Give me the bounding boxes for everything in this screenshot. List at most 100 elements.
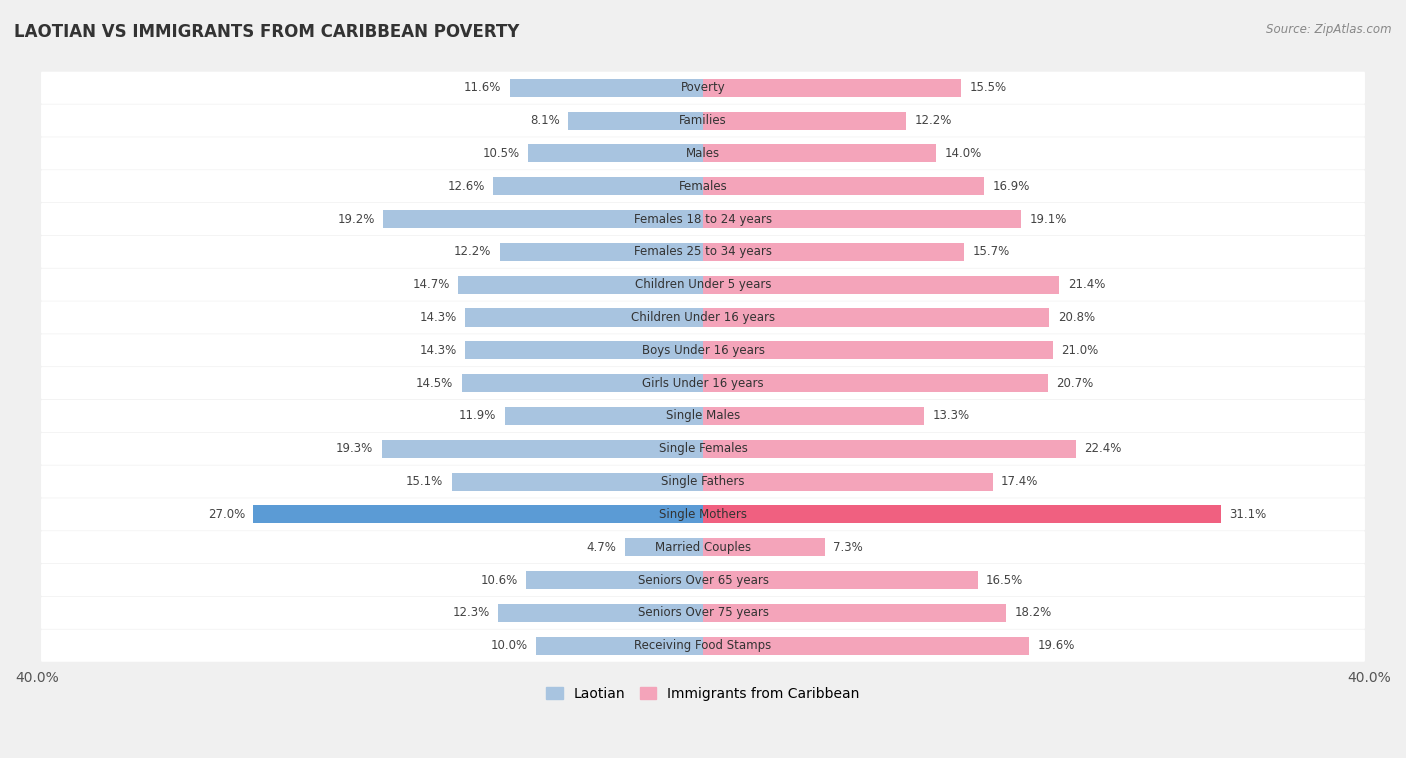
Text: 21.4%: 21.4% — [1067, 278, 1105, 291]
Text: 31.1%: 31.1% — [1229, 508, 1267, 521]
Text: Children Under 5 years: Children Under 5 years — [634, 278, 772, 291]
Text: 19.1%: 19.1% — [1029, 212, 1067, 226]
Bar — [381, 440, 703, 458]
Text: 20.8%: 20.8% — [1057, 311, 1095, 324]
Bar — [703, 341, 1053, 359]
Text: 14.5%: 14.5% — [416, 377, 453, 390]
Text: Single Fathers: Single Fathers — [661, 475, 745, 488]
FancyBboxPatch shape — [41, 564, 1365, 596]
Bar — [451, 472, 703, 490]
Text: 8.1%: 8.1% — [530, 114, 560, 127]
Bar — [703, 79, 962, 97]
Bar — [529, 144, 703, 162]
Bar — [499, 243, 703, 261]
Text: Females 18 to 24 years: Females 18 to 24 years — [634, 212, 772, 226]
Text: 10.0%: 10.0% — [491, 639, 529, 652]
Bar — [703, 210, 1021, 228]
Bar — [703, 177, 984, 196]
Text: 19.2%: 19.2% — [337, 212, 375, 226]
Text: 16.9%: 16.9% — [993, 180, 1031, 193]
FancyBboxPatch shape — [41, 170, 1365, 202]
Text: 12.2%: 12.2% — [454, 246, 492, 258]
Bar — [703, 111, 907, 130]
Bar — [703, 604, 1007, 622]
Bar — [461, 374, 703, 392]
Text: 10.6%: 10.6% — [481, 574, 519, 587]
Text: Single Females: Single Females — [658, 442, 748, 456]
Text: 17.4%: 17.4% — [1001, 475, 1039, 488]
Text: LAOTIAN VS IMMIGRANTS FROM CARIBBEAN POVERTY: LAOTIAN VS IMMIGRANTS FROM CARIBBEAN POV… — [14, 23, 519, 41]
Bar — [465, 341, 703, 359]
FancyBboxPatch shape — [41, 465, 1365, 498]
Text: Boys Under 16 years: Boys Under 16 years — [641, 344, 765, 357]
Bar — [498, 604, 703, 622]
FancyBboxPatch shape — [41, 236, 1365, 268]
Text: 16.5%: 16.5% — [986, 574, 1024, 587]
Text: Seniors Over 75 years: Seniors Over 75 years — [637, 606, 769, 619]
Text: 15.7%: 15.7% — [973, 246, 1010, 258]
Bar — [703, 243, 965, 261]
Bar — [703, 571, 977, 589]
Bar — [703, 144, 936, 162]
Bar — [537, 637, 703, 655]
Bar — [703, 472, 993, 490]
Text: Families: Families — [679, 114, 727, 127]
FancyBboxPatch shape — [41, 137, 1365, 170]
Text: Children Under 16 years: Children Under 16 years — [631, 311, 775, 324]
FancyBboxPatch shape — [41, 203, 1365, 235]
Text: 18.2%: 18.2% — [1014, 606, 1052, 619]
Text: 20.7%: 20.7% — [1056, 377, 1094, 390]
Bar — [624, 538, 703, 556]
Text: 10.5%: 10.5% — [482, 147, 520, 160]
Bar — [568, 111, 703, 130]
Bar — [703, 309, 1049, 327]
Text: 15.5%: 15.5% — [970, 81, 1007, 94]
Legend: Laotian, Immigrants from Caribbean: Laotian, Immigrants from Caribbean — [541, 681, 865, 706]
Bar — [505, 407, 703, 425]
Bar — [494, 177, 703, 196]
Bar — [384, 210, 703, 228]
Text: 14.0%: 14.0% — [945, 147, 981, 160]
FancyBboxPatch shape — [41, 630, 1365, 662]
FancyBboxPatch shape — [41, 367, 1365, 399]
Text: 12.3%: 12.3% — [453, 606, 489, 619]
Text: Receiving Food Stamps: Receiving Food Stamps — [634, 639, 772, 652]
FancyBboxPatch shape — [41, 531, 1365, 563]
Text: Males: Males — [686, 147, 720, 160]
Text: 13.3%: 13.3% — [932, 409, 970, 422]
Bar — [526, 571, 703, 589]
Text: 27.0%: 27.0% — [208, 508, 245, 521]
FancyBboxPatch shape — [41, 433, 1365, 465]
Text: 14.7%: 14.7% — [412, 278, 450, 291]
Text: Poverty: Poverty — [681, 81, 725, 94]
FancyBboxPatch shape — [41, 498, 1365, 531]
Text: 14.3%: 14.3% — [419, 344, 457, 357]
Bar — [703, 374, 1047, 392]
Bar — [703, 637, 1029, 655]
Text: 21.0%: 21.0% — [1062, 344, 1098, 357]
Text: 19.6%: 19.6% — [1038, 639, 1076, 652]
Text: Source: ZipAtlas.com: Source: ZipAtlas.com — [1267, 23, 1392, 36]
FancyBboxPatch shape — [41, 400, 1365, 432]
Bar — [510, 79, 703, 97]
Text: Seniors Over 65 years: Seniors Over 65 years — [637, 574, 769, 587]
FancyBboxPatch shape — [41, 334, 1365, 366]
FancyBboxPatch shape — [41, 597, 1365, 629]
Text: 11.9%: 11.9% — [460, 409, 496, 422]
FancyBboxPatch shape — [41, 302, 1365, 334]
FancyBboxPatch shape — [41, 105, 1365, 136]
Bar — [703, 538, 824, 556]
Text: 19.3%: 19.3% — [336, 442, 373, 456]
Bar — [703, 407, 925, 425]
Text: 22.4%: 22.4% — [1084, 442, 1122, 456]
Text: Single Mothers: Single Mothers — [659, 508, 747, 521]
Text: Females: Females — [679, 180, 727, 193]
Text: 12.2%: 12.2% — [914, 114, 952, 127]
Bar — [703, 440, 1076, 458]
Text: 4.7%: 4.7% — [586, 540, 616, 553]
Text: Married Couples: Married Couples — [655, 540, 751, 553]
Text: 12.6%: 12.6% — [447, 180, 485, 193]
Bar — [458, 276, 703, 293]
Text: Females 25 to 34 years: Females 25 to 34 years — [634, 246, 772, 258]
Text: 14.3%: 14.3% — [419, 311, 457, 324]
